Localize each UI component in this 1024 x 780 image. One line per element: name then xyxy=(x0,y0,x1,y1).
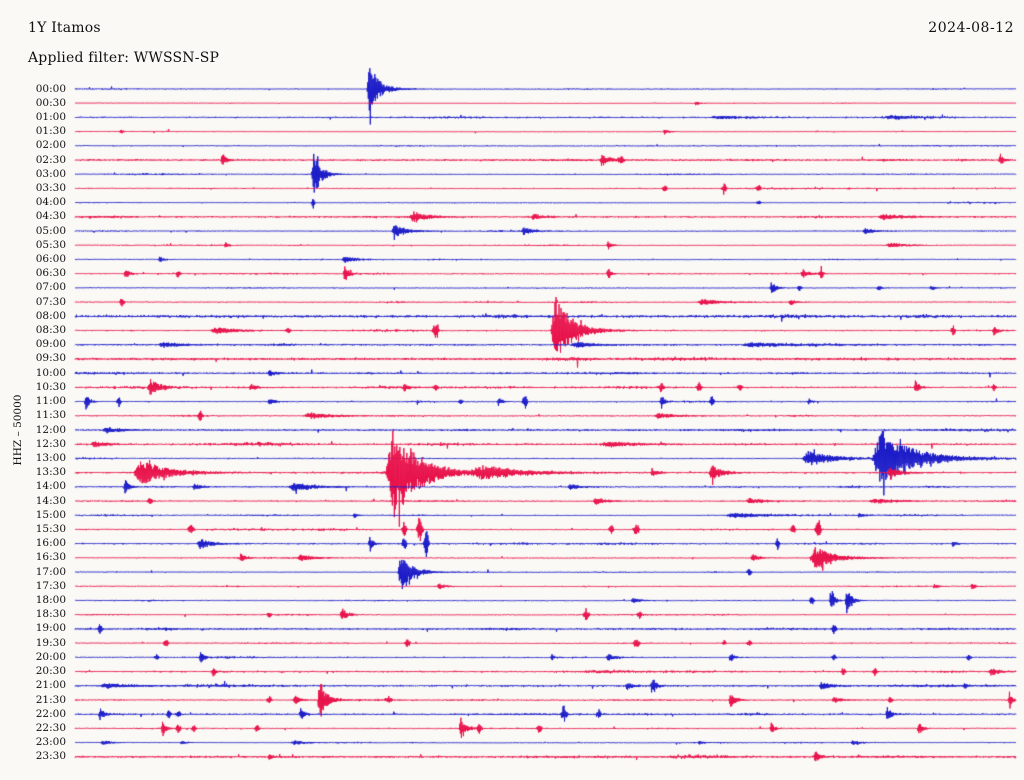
helicorder-page: 1Y Itamos 2024-08-12 Applied filter: WWS… xyxy=(0,0,1024,780)
helicorder-canvas xyxy=(0,0,1024,780)
